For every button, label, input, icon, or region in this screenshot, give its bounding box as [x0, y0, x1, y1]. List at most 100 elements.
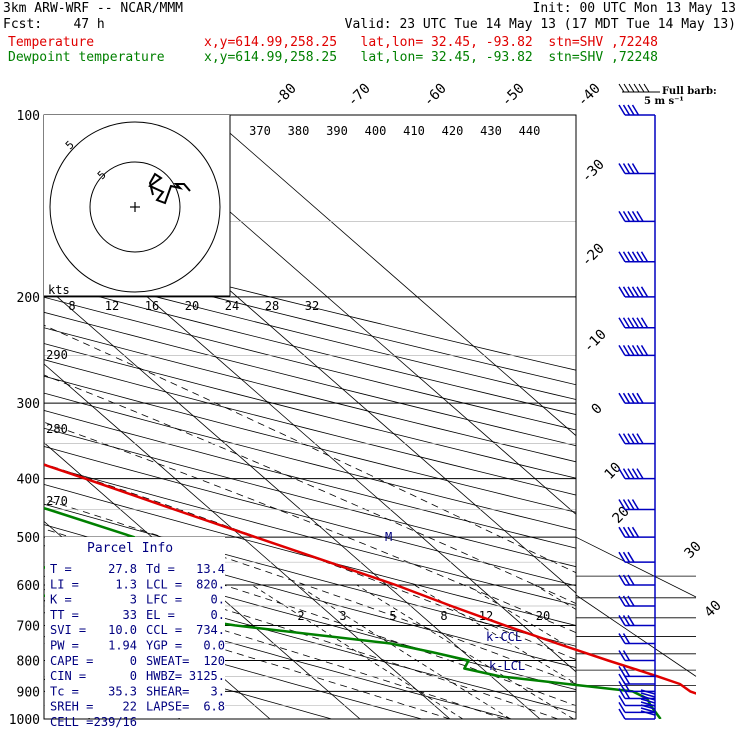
mixing-ratio-label: 2 — [297, 609, 304, 623]
barb-flag — [627, 574, 635, 586]
barb-flag — [618, 574, 626, 586]
parcel-info-value: 239/16 — [94, 715, 137, 729]
barb-flag — [631, 251, 640, 263]
dewpoint-trace — [44, 506, 662, 719]
barb-flag — [622, 210, 631, 222]
barb-flag — [622, 574, 631, 586]
barb-flag — [618, 286, 626, 298]
barb-legend-flag — [628, 83, 635, 93]
barb-flag — [622, 615, 631, 626]
theta-label: 420 — [442, 124, 464, 138]
parcel-info-label: SWEAT= — [146, 654, 189, 668]
barb-flag — [622, 551, 631, 563]
barb-flag — [622, 650, 631, 661]
parcel-info-value: 0 — [130, 669, 137, 683]
parcel-info-value: 1.3 — [115, 577, 137, 591]
wind-barb — [618, 695, 655, 707]
barb-flag — [640, 251, 649, 263]
barb-flag — [622, 526, 631, 538]
parcel-info-label: CELL = — [50, 715, 93, 729]
isotherm-line — [208, 115, 576, 437]
barb-lower — [640, 704, 656, 710]
barb-flag — [631, 468, 640, 480]
barb-flag — [636, 286, 644, 298]
parcel-info-value: 13.4 — [196, 562, 225, 576]
wind-barb — [618, 615, 655, 627]
parcel-info-value: 22 — [123, 700, 137, 714]
barb-flag — [618, 695, 626, 706]
parcel-info-value: 27.8 — [108, 562, 137, 576]
barb-flag — [622, 392, 631, 404]
barb-flag — [618, 701, 626, 713]
parcel-info-value: 3 — [130, 593, 137, 607]
parcel-info-label: LCL = — [146, 577, 182, 591]
isotherm-label: -50 — [499, 81, 528, 110]
parcel-info-label: EL = — [146, 608, 175, 622]
moist-adiabat-line — [44, 595, 451, 719]
mixing-ratio-label: 8 — [440, 609, 447, 623]
barb-flag — [618, 210, 626, 222]
parcel-info-label: LFC = — [146, 593, 182, 607]
parcel-info-label: SHEAR= — [146, 684, 189, 698]
wind-barb — [618, 574, 655, 586]
wind-barb — [618, 650, 655, 662]
mixing-ratio-line — [296, 584, 511, 719]
wind-barb — [618, 104, 655, 116]
isotherm-label: 0 — [589, 401, 606, 418]
barb-flag — [622, 433, 631, 445]
dewpoint-legend-coords: x,y=614.99,258.25 lat,lon= 32.45, -93.82… — [204, 50, 658, 65]
hodograph-speed-label: 16 — [145, 299, 159, 313]
isotherm-label: -30 — [579, 157, 608, 186]
forecast-hour: Fcst: 47 h — [3, 17, 105, 32]
pressure-tick-label: 300 — [17, 397, 40, 412]
parcel-info-value: 120 — [203, 654, 225, 668]
parcel-info-label: SREH = — [50, 700, 93, 714]
barb-flag — [627, 210, 635, 222]
wind-barb — [618, 210, 655, 223]
hodograph-ring — [89, 161, 181, 253]
barb-flag — [627, 499, 635, 510]
barb-flag — [622, 468, 631, 480]
barb-flag — [618, 468, 626, 480]
barb-flag — [618, 650, 626, 661]
isotherm-label: 30 — [682, 539, 705, 562]
barb-flag — [618, 392, 626, 404]
theta-label: 370 — [249, 124, 271, 138]
parcel-info-label: CCL = — [146, 623, 182, 637]
parcel-info-value: 0. — [211, 593, 225, 607]
parcel-info-value: 33 — [123, 608, 137, 622]
parcel-info-label: K = — [50, 593, 72, 607]
pressure-tick-label: 900 — [17, 685, 40, 700]
parcel-info-label: SVI = — [50, 623, 86, 637]
barb-flag — [627, 344, 635, 356]
parcel-info-value: 0 — [130, 654, 137, 668]
barb-flag — [636, 392, 644, 404]
barb-flag — [618, 317, 626, 329]
parcel-info-label: HWBZ= — [146, 669, 182, 683]
theta-side-label: 270 — [46, 494, 68, 508]
barb-flag — [627, 104, 635, 116]
pressure-tick-label: 400 — [17, 473, 40, 488]
wind-barb — [618, 317, 655, 329]
temperature-legend-label: Temperature — [8, 35, 95, 50]
barb-flag — [631, 286, 640, 298]
parcel-info-label: LAPSE= — [146, 700, 189, 714]
barb-flag — [627, 595, 635, 607]
lcl-label: k-LCL — [489, 659, 525, 673]
isotherm-label: -20 — [579, 241, 608, 270]
parcel-info-label: CIN = — [50, 669, 86, 683]
mixing-ratio-label: 5 — [389, 609, 396, 623]
barb-legend-units: 5 m s⁻¹ — [644, 96, 684, 107]
parcel-info-value: 820. — [196, 577, 225, 591]
mixing-ratio-line — [466, 584, 576, 652]
level-m-label: M — [385, 530, 392, 544]
wind-barb — [618, 392, 655, 404]
barb-lower — [640, 698, 656, 704]
barb-flag — [636, 251, 644, 263]
barb-flag — [631, 210, 640, 222]
parcel-info-value: 1.94 — [108, 639, 137, 653]
parcel-info-label: T = — [50, 562, 72, 576]
wind-barb — [618, 286, 655, 298]
valid-time: Valid: 23 UTC Tue 14 May 13 (17 MDT Tue … — [344, 17, 736, 32]
